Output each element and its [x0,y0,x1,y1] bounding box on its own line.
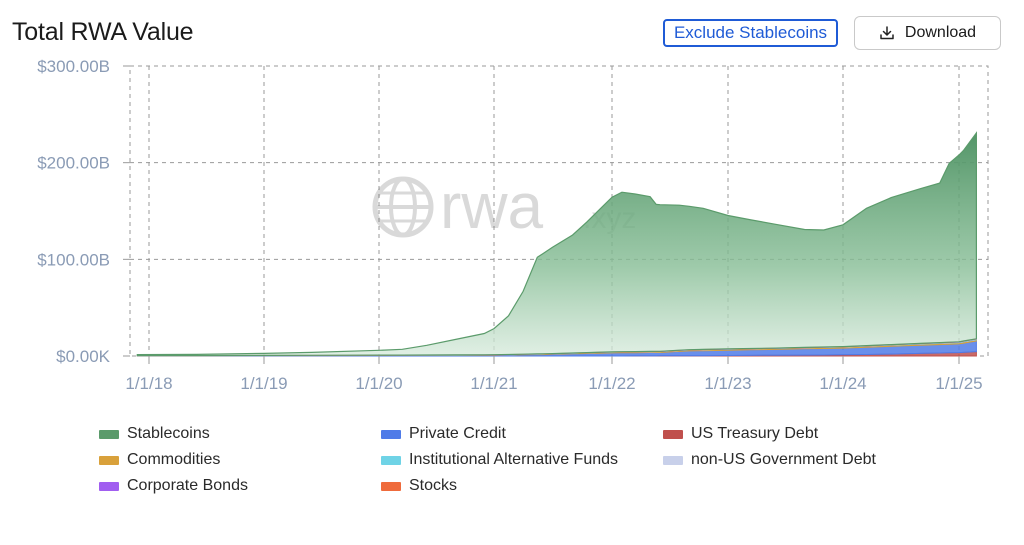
download-icon [879,25,895,41]
legend-swatch [99,455,119,465]
legend-item-us-treasury-debt[interactable]: US Treasury Debt [663,425,818,443]
legend-swatch [381,455,401,465]
exclude-stablecoins-button[interactable]: Exclude Stablecoins [663,19,838,47]
chart-areas [136,131,977,357]
x-tick-label: 1/1/22 [588,374,635,393]
legend-item-corporate-bonds[interactable]: Corporate Bonds [99,477,248,495]
area-stablecoins [136,131,977,357]
legend-item-commodities[interactable]: Commodities [99,451,220,469]
watermark-text: rwa [440,170,544,242]
legend-label: Institutional Alternative Funds [409,451,619,468]
x-tick-label: 1/1/21 [470,374,517,393]
x-tick-label: 1/1/23 [704,374,751,393]
legend-label: Stocks [409,477,458,494]
download-label: Download [904,24,977,41]
legend-label: Private Credit [409,425,506,442]
legend-label: Stablecoins [127,425,210,442]
legend-item-stocks[interactable]: Stocks [381,477,457,495]
legend-swatch [381,429,401,439]
legend-item-private-credit[interactable]: Private Credit [381,425,506,443]
y-tick-label: $0.00K [56,347,111,366]
globe-icon [372,176,434,238]
legend-item-institutional-alternative-funds[interactable]: Institutional Alternative Funds [381,451,618,469]
legend-label: Corporate Bonds [127,477,248,494]
chart-axes: $0.00K $100.00B $200.00B $300.00B 1/1/18 1/1/… [37,57,982,393]
legend-item-stablecoins[interactable]: Stablecoins [99,425,210,443]
page-title: Total RWA Value [12,18,194,46]
x-tick-label: 1/1/20 [355,374,402,393]
legend-label: US Treasury Debt [691,425,819,442]
legend-swatch [663,455,683,465]
x-tick-label: 1/1/18 [125,374,172,393]
y-tick-label: $100.00B [37,250,110,269]
y-tick-label: $200.00B [37,154,110,173]
download-button[interactable]: Download [854,16,1001,50]
x-tick-label: 1/1/24 [819,374,866,393]
legend-swatch [99,429,119,439]
legend-swatch [99,481,119,491]
legend-label: Commodities [127,451,221,468]
legend-label: non-US Government Debt [691,451,876,468]
legend-swatch [663,429,683,439]
x-tick-label: 1/1/19 [240,374,287,393]
y-tick-label: $300.00B [37,57,110,76]
legend-swatch [381,481,401,491]
legend-item-non-us-government-debt[interactable]: non-US Government Debt [663,451,876,469]
x-tick-label: 1/1/25 [935,374,982,393]
